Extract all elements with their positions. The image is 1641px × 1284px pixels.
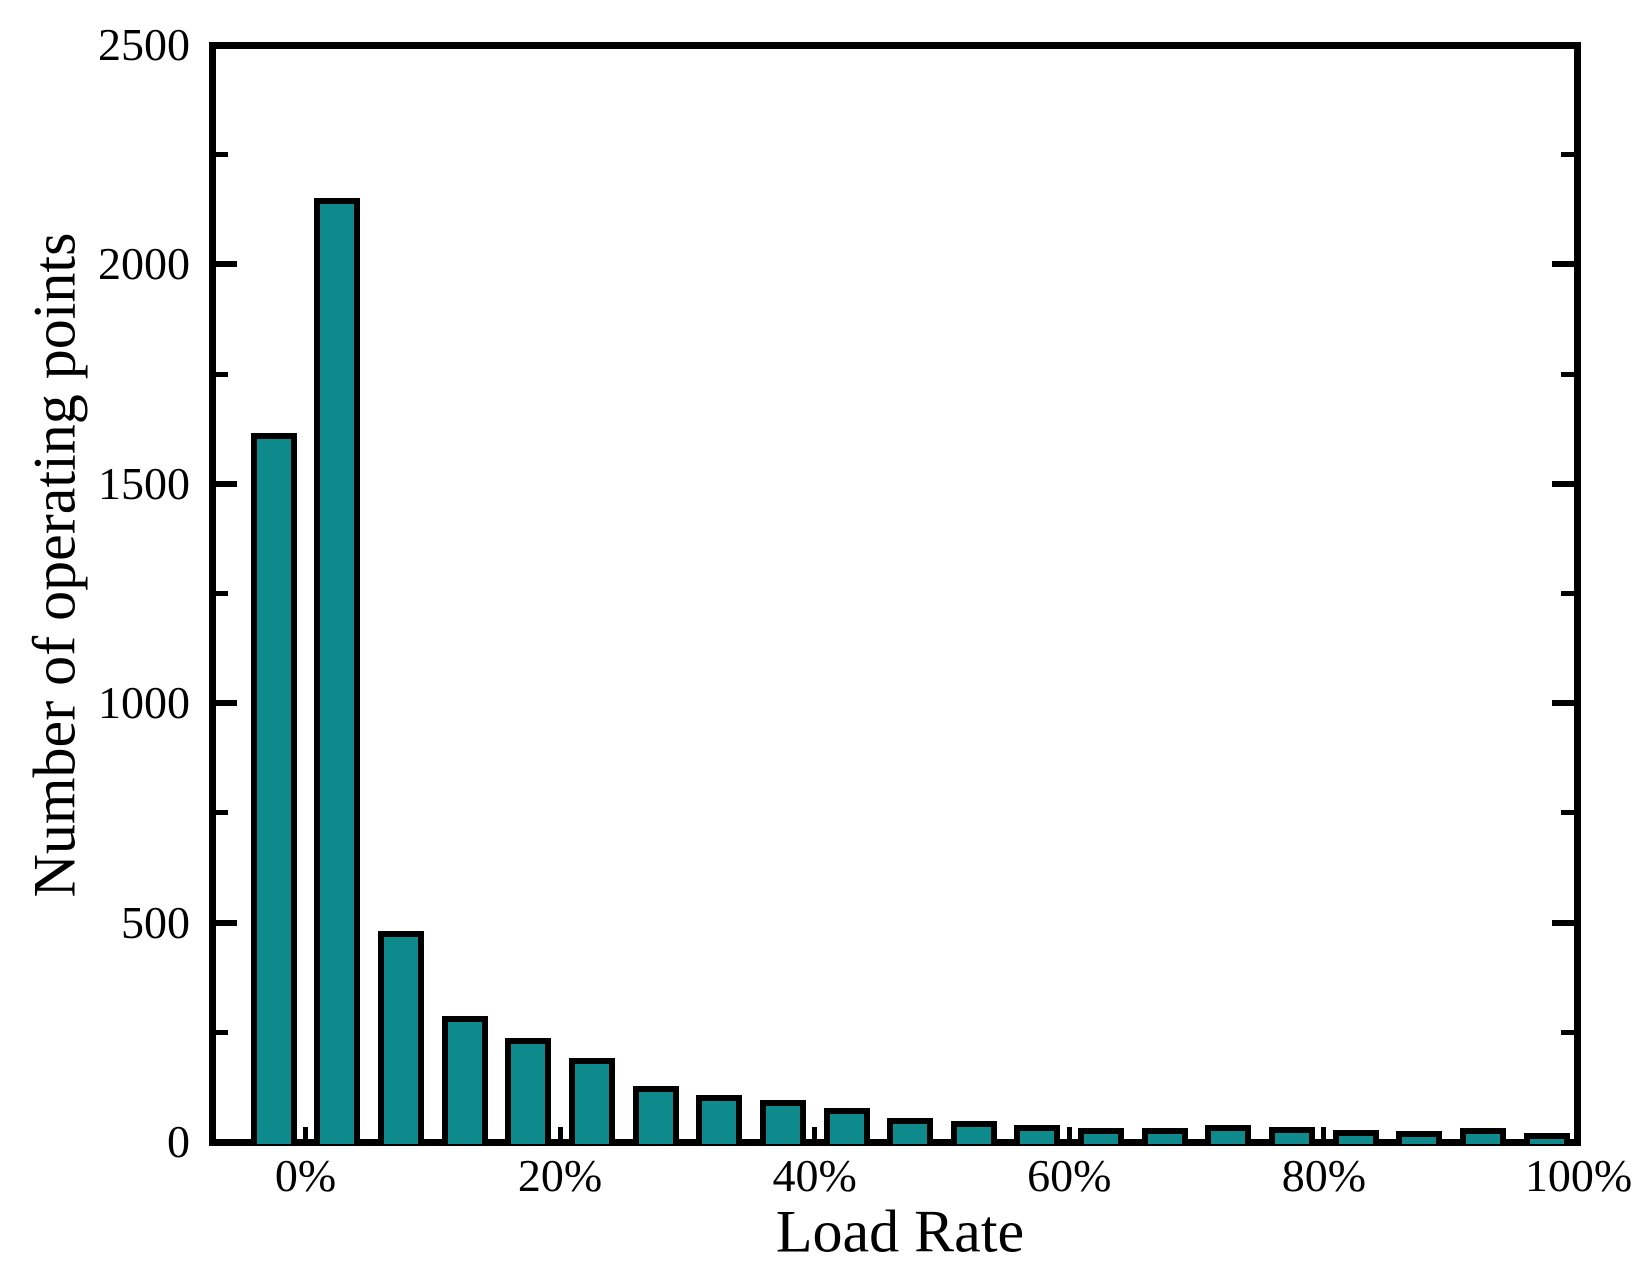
x-major-tick	[812, 1127, 818, 1139]
bar	[696, 1095, 743, 1144]
y-tick-label: 1500	[98, 457, 190, 509]
x-tick-label: 0%	[274, 1150, 337, 1201]
y-major-tick-right	[1552, 261, 1574, 268]
y-major-tick-right	[1552, 919, 1574, 926]
y-minor-tick	[215, 591, 228, 596]
y-minor-tick	[215, 152, 228, 158]
bar	[314, 197, 361, 1144]
y-major-tick	[215, 480, 237, 487]
bar	[1523, 1133, 1570, 1144]
x-major-tick	[557, 1127, 563, 1139]
bar	[1269, 1127, 1316, 1144]
bar	[823, 1108, 870, 1144]
y-major-tick	[215, 919, 237, 926]
y-major-tick-right	[1552, 480, 1574, 487]
y-minor-tick-right	[1561, 371, 1574, 377]
bar	[1141, 1127, 1188, 1144]
x-axis-title: Load Rate	[775, 1198, 1025, 1265]
bar	[377, 930, 424, 1144]
bar	[1078, 1128, 1125, 1144]
x-major-tick	[1321, 1127, 1327, 1139]
bar	[632, 1086, 679, 1144]
bar	[505, 1038, 552, 1144]
y-minor-tick-right	[1561, 152, 1574, 158]
x-tick-label: 60%	[1027, 1150, 1112, 1201]
y-minor-tick-right	[1561, 591, 1574, 596]
x-tick-label: 80%	[1281, 1150, 1367, 1201]
x-major-tick	[1066, 1127, 1072, 1139]
y-tick-label: 0	[167, 1116, 190, 1167]
bar	[1205, 1124, 1252, 1144]
bar	[1014, 1124, 1061, 1144]
y-major-tick	[215, 700, 237, 707]
y-minor-tick-right	[1561, 1029, 1574, 1035]
bar	[441, 1016, 488, 1144]
x-major-tick	[303, 1127, 308, 1139]
y-minor-tick	[215, 371, 228, 377]
bar	[568, 1057, 615, 1144]
bar	[887, 1117, 934, 1144]
bar	[759, 1099, 806, 1144]
bar	[250, 432, 297, 1144]
bar	[950, 1120, 997, 1144]
y-major-tick-right	[1552, 700, 1574, 707]
x-tick-label: 100%	[1524, 1150, 1633, 1201]
y-tick-label: 500	[121, 896, 190, 948]
y-minor-tick-right	[1561, 810, 1574, 816]
y-tick-label: 1000	[98, 677, 190, 729]
y-tick-label: 2000	[98, 238, 190, 290]
y-tick-label: 2500	[98, 19, 190, 70]
x-tick-label: 20%	[517, 1150, 603, 1201]
y-major-tick	[215, 261, 237, 268]
bar	[1460, 1128, 1507, 1144]
y-minor-tick	[215, 1029, 228, 1035]
bar	[1396, 1131, 1443, 1144]
x-tick-label: 40%	[772, 1150, 857, 1201]
y-minor-tick	[215, 810, 228, 816]
bar	[1332, 1129, 1379, 1144]
y-axis-title: Number of operating points	[21, 232, 88, 898]
